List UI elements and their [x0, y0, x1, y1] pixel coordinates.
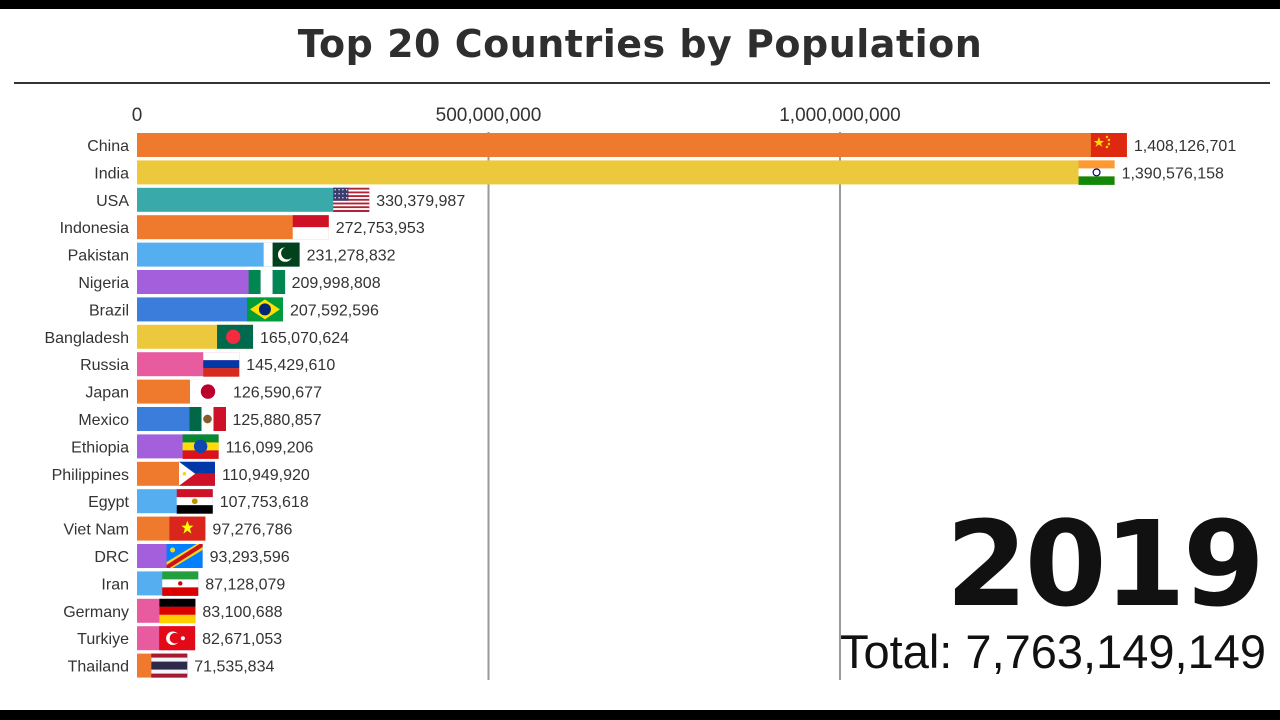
- title-divider: [14, 82, 1270, 84]
- x-tick-label: 500,000,000: [436, 105, 542, 126]
- brazil-flag: [246, 297, 283, 322]
- drc-flag: [166, 544, 203, 568]
- country-label: Brazil: [89, 302, 129, 319]
- pakistan-flag: [263, 242, 300, 267]
- vietnam-flag: [169, 516, 206, 541]
- value-label: 207,592,596: [290, 302, 379, 319]
- total-population: Total: 7,763,149,149: [840, 625, 1266, 678]
- country-label: China: [87, 138, 129, 155]
- turkiye-flag: [159, 626, 196, 651]
- value-label: 126,590,677: [233, 385, 322, 402]
- x-tick-label: 0: [132, 105, 143, 126]
- germany-flag: [159, 598, 196, 624]
- bar: [137, 187, 370, 212]
- country-label: Bangladesh: [44, 330, 129, 347]
- egypt-flag: [176, 489, 213, 514]
- country-label: Nigeria: [78, 275, 129, 292]
- country-label: Thailand: [68, 659, 129, 676]
- country-label: Pakistan: [68, 248, 129, 265]
- letterbox-bottom: [0, 710, 1280, 720]
- country-label: Egypt: [88, 494, 129, 511]
- india-flag: [1078, 160, 1115, 185]
- value-label: 272,753,953: [336, 220, 425, 237]
- russia-flag: [203, 352, 240, 377]
- value-label: 93,293,596: [210, 549, 290, 566]
- japan-flag: [189, 379, 226, 404]
- value-label: 209,998,808: [292, 275, 381, 292]
- value-label: 1,408,126,701: [1134, 138, 1236, 155]
- country-label: Germany: [63, 604, 129, 621]
- nigeria-flag: [248, 270, 286, 294]
- value-label: 116,099,206: [226, 439, 314, 456]
- chart-title: Top 20 Countries by Population: [297, 22, 983, 66]
- mexico-flag: [189, 407, 226, 431]
- x-tick-label: 1,000,000,000: [779, 105, 901, 126]
- country-label: Philippines: [52, 467, 129, 484]
- usa-flag: [333, 187, 370, 212]
- value-label: 71,535,834: [194, 659, 274, 676]
- country-label: Ethiopia: [71, 439, 129, 456]
- value-label: 165,070,624: [260, 330, 349, 347]
- country-label: Mexico: [78, 412, 129, 429]
- country-label: USA: [96, 193, 129, 210]
- value-label: 87,128,079: [205, 576, 285, 593]
- value-label: 231,278,832: [307, 248, 396, 265]
- indonesia-flag: [292, 215, 329, 240]
- bangladesh-flag: [217, 324, 254, 349]
- country-label: Iran: [101, 576, 129, 593]
- thailand-flag: [151, 653, 188, 678]
- value-label: 107,753,618: [220, 494, 309, 511]
- iran-flag: [162, 571, 199, 596]
- country-label: Russia: [80, 357, 129, 374]
- bar: [137, 133, 1127, 157]
- letterbox-top: [0, 0, 1280, 9]
- value-label: 83,100,688: [202, 604, 282, 621]
- value-label: 145,429,610: [246, 357, 335, 374]
- country-label: Turkiye: [77, 631, 129, 648]
- country-label: DRC: [94, 549, 129, 566]
- country-label: Viet Nam: [63, 522, 129, 539]
- bar: [137, 160, 1115, 185]
- country-label: India: [94, 165, 129, 182]
- philippines-flag: [178, 461, 215, 486]
- china-flag: [1090, 133, 1127, 157]
- country-label: Japan: [85, 385, 129, 402]
- value-label: 97,276,786: [212, 522, 292, 539]
- value-label: 82,671,053: [202, 631, 282, 648]
- value-label: 1,390,576,158: [1122, 165, 1224, 182]
- ethiopia-flag: [182, 434, 219, 459]
- value-label: 125,880,857: [232, 412, 321, 429]
- country-label: Indonesia: [60, 220, 129, 237]
- value-label: 330,379,987: [376, 193, 465, 210]
- value-label: 110,949,920: [222, 467, 310, 484]
- year-label: 2019: [945, 495, 1265, 633]
